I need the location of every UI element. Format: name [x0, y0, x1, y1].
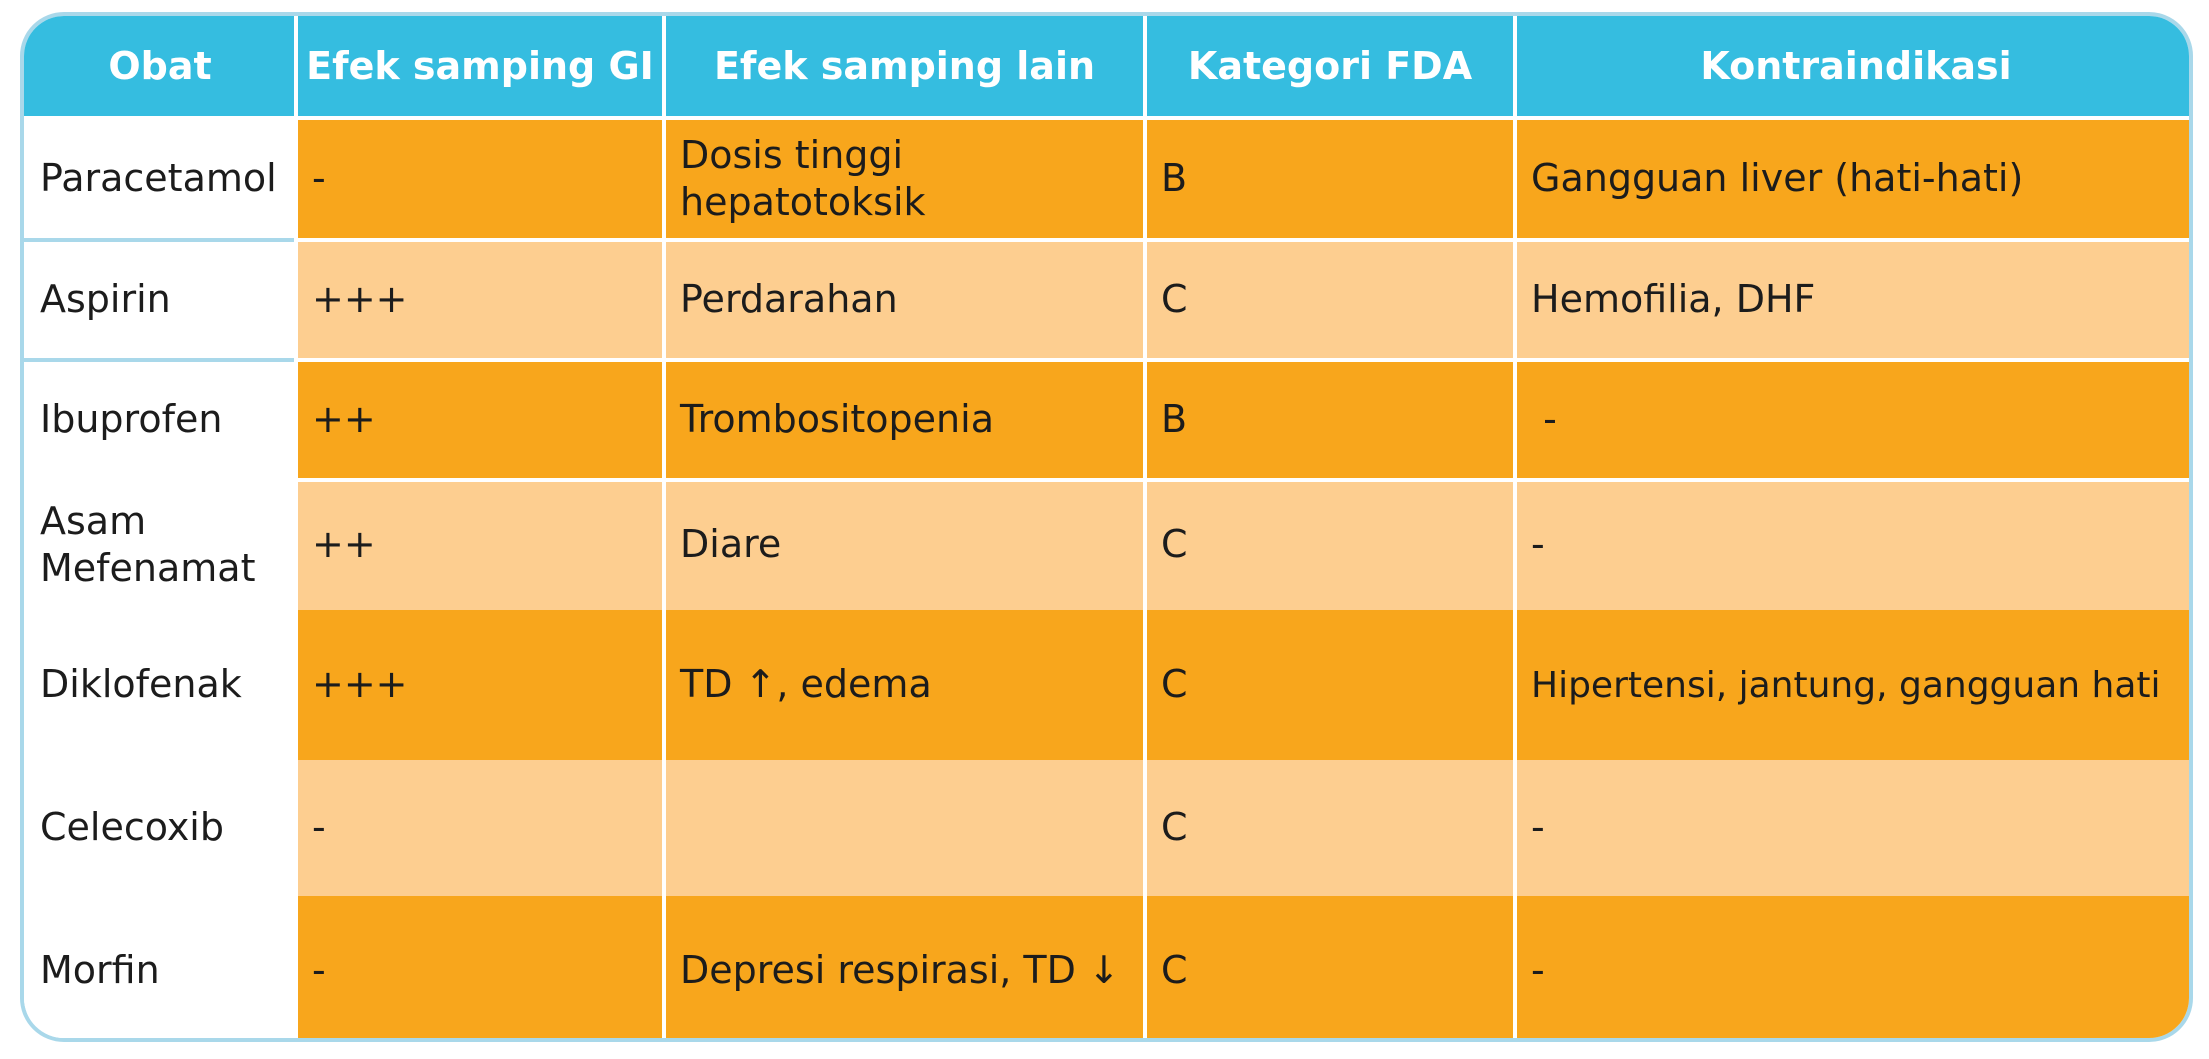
cell-lain-aspirin: Perdarahan	[664, 240, 1145, 360]
cell-kontra-ibuprofen: -	[1515, 360, 2189, 480]
cell-kontra-paracetamol: Gangguan liver (hati-hati)	[1515, 118, 2189, 240]
column-divider	[662, 16, 666, 1038]
header-efek-lain: Efek samping lain	[664, 16, 1145, 118]
cell-kontra-asam-mefenamat: -	[1515, 480, 2189, 610]
cell-obat-ibuprofen: Ibuprofen	[24, 360, 296, 480]
cell-fda-asam-mefenamat: C	[1145, 480, 1515, 610]
header-kontraindikasi: Kontraindikasi	[1515, 16, 2189, 118]
cell-fda-ibuprofen: B	[1145, 360, 1515, 480]
cell-fda-paracetamol: B	[1145, 118, 1515, 240]
cell-gi-morfin: -	[296, 896, 664, 1038]
header-efek-gi: Efek samping GI	[296, 16, 664, 118]
cell-obat-asam-mefenamat: Asam Mefenamat	[24, 480, 296, 610]
cell-kontra-aspirin: Hemofilia, DHF	[1515, 240, 2189, 360]
row-divider	[296, 358, 2189, 362]
column-divider	[294, 16, 298, 1038]
cell-fda-celecoxib: C	[1145, 760, 1515, 896]
cell-obat-morfin: Morfin	[24, 896, 296, 1038]
cell-fda-morfin: C	[1145, 896, 1515, 1038]
column-divider	[1143, 16, 1147, 1038]
cell-gi-diklofenak: +++	[296, 610, 664, 760]
cell-lain-celecoxib	[664, 760, 1145, 896]
cell-kontra-diklofenak: Hipertensi, jantung, gangguan hati	[1515, 610, 2189, 760]
cell-obat-celecoxib: Celecoxib	[24, 760, 296, 896]
column-divider	[1513, 16, 1517, 1038]
drug-table-grid: Obat Efek samping GI Efek samping lain K…	[24, 16, 2189, 1038]
row-divider-first-col	[24, 238, 294, 242]
cell-gi-ibuprofen: ++	[296, 360, 664, 480]
cell-lain-paracetamol: Dosis tinggi hepatotoksik	[664, 118, 1145, 240]
cell-gi-asam-mefenamat: ++	[296, 480, 664, 610]
cell-gi-aspirin: +++	[296, 240, 664, 360]
cell-kontra-morfin: -	[1515, 896, 2189, 1038]
cell-lain-morfin: Depresi respirasi, TD ↓	[664, 896, 1145, 1038]
cell-lain-diklofenak: TD ↑, edema	[664, 610, 1145, 760]
cell-obat-aspirin: Aspirin	[24, 240, 296, 360]
cell-fda-diklofenak: C	[1145, 610, 1515, 760]
cell-lain-ibuprofen: Trombositopenia	[664, 360, 1145, 480]
cell-obat-paracetamol: Paracetamol	[24, 118, 296, 240]
header-divider	[24, 116, 2189, 120]
drug-table: Obat Efek samping GI Efek samping lain K…	[20, 12, 2193, 1042]
header-kategori-fda: Kategori FDA	[1145, 16, 1515, 118]
cell-lain-asam-mefenamat: Diare	[664, 480, 1145, 610]
cell-gi-paracetamol: -	[296, 118, 664, 240]
row-divider-first-col	[24, 358, 294, 362]
cell-kontra-celecoxib: -	[1515, 760, 2189, 896]
cell-obat-diklofenak: Diklofenak	[24, 610, 296, 760]
cell-fda-aspirin: C	[1145, 240, 1515, 360]
row-divider	[296, 238, 2189, 242]
cell-gi-celecoxib: -	[296, 760, 664, 896]
header-obat: Obat	[24, 16, 296, 118]
row-divider	[296, 478, 2189, 482]
